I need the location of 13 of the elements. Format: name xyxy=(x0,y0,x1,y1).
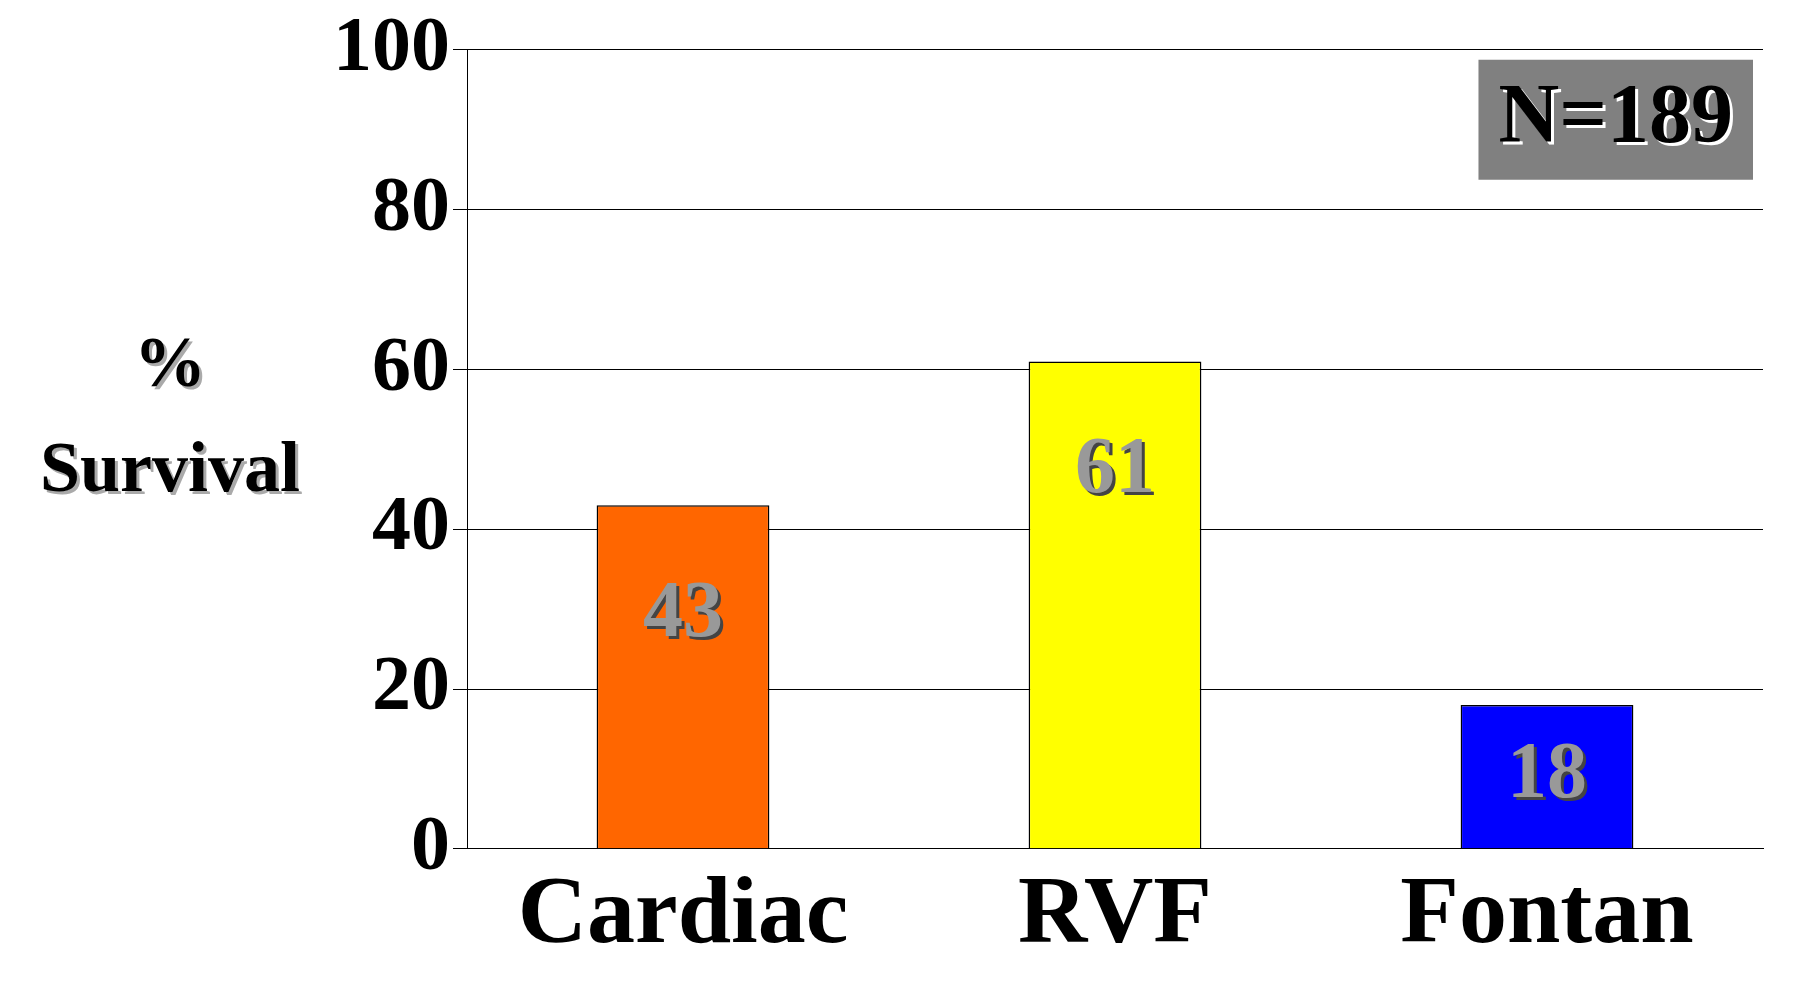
y-tick-label: 80 xyxy=(372,159,450,247)
y-axis-title: % Survival xyxy=(38,321,302,509)
annotation: N=189 xyxy=(1501,69,1736,163)
y-tick-label: 40 xyxy=(372,479,450,567)
y-tick-label: 60 xyxy=(372,319,450,407)
y-tick-label: 20 xyxy=(372,639,450,727)
y-tick-label: 0 xyxy=(411,798,450,886)
x-tick-label: RVF xyxy=(1018,856,1212,964)
x-tick-label: Cardiac xyxy=(517,856,849,964)
y-tick-label: 100 xyxy=(333,0,450,87)
x-tick-label: Fontan xyxy=(1400,856,1694,964)
data-label: 18 xyxy=(1507,726,1587,815)
data-label: 43 xyxy=(643,564,723,653)
